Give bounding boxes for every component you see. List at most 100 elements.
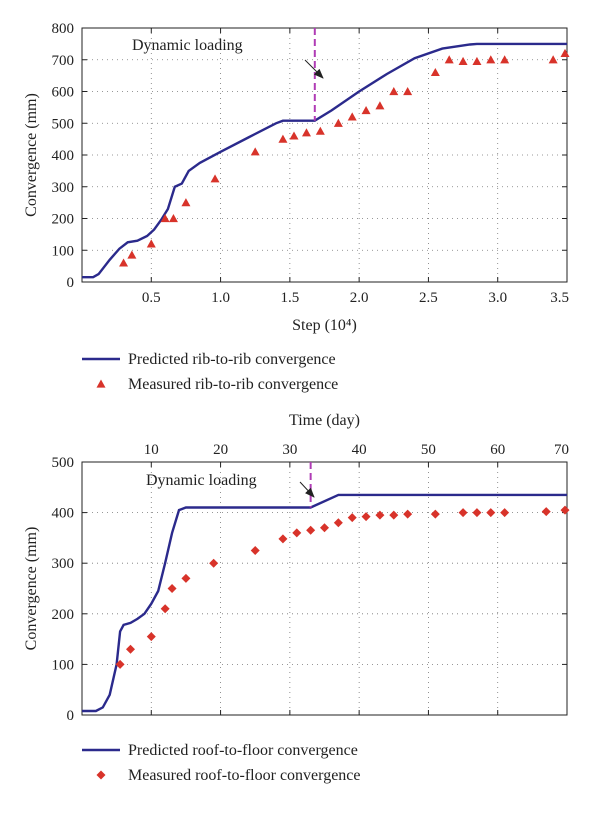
measured-point-diamond [430,509,440,519]
measured-point-diamond [361,512,371,522]
x-tick-label: 0.5 [142,290,161,306]
measured-point-diamond [560,505,570,515]
measured-point-triangle [389,87,399,96]
measured-point-diamond [160,604,170,614]
measured-point-triangle [278,134,288,143]
y-tick-label: 100 [52,243,75,259]
chart1-x-ticks: 0.5 1.0 1.5 2.0 2.5 3.0 3.5 [142,28,569,306]
x-tick-label: 60 [490,442,505,458]
chart2-legend-measured-label: Measured roof-to-floor convergence [128,767,361,784]
measured-point-triangle [500,55,510,64]
chart2-predicted-line [82,493,567,713]
chart2-grid [82,462,567,715]
measured-point-diamond [541,507,551,517]
chart2-plot-frame [81,461,568,716]
chart2-legend-diamond-swatch [96,770,106,780]
x-tick-label: 3.5 [550,290,569,306]
measured-point-triangle [403,87,413,96]
x-tick-label: 70 [554,442,569,458]
y-tick-label: 500 [52,455,75,471]
y-tick-label: 0 [67,708,75,724]
measured-point-diamond [181,573,191,583]
measured-point-triangle [375,101,385,110]
measured-point-diamond [146,632,156,642]
chart1-annotation-arrow [304,59,324,79]
y-tick-label: 800 [52,21,75,37]
chart2-x-axis-title: Time (day) [289,412,360,429]
measured-point-diamond [115,659,125,669]
measured-point-triangle [181,198,191,207]
measured-point-diamond [278,534,288,544]
chart2-annotation-arrow [299,481,315,498]
measured-point-triangle [301,128,311,137]
chart2-measured-markers [115,505,570,669]
chart1-x-axis-title: Step (10⁴) [292,317,357,334]
chart2-legend-predicted-label: Predicted roof-to-floor convergence [128,742,358,759]
measured-point-triangle [315,126,325,135]
chart1-legend: Predicted rib-to-rib convergence Measure… [82,351,338,393]
chart1-legend-measured-label: Measured rib-to-rib convergence [128,376,338,393]
measured-point-triangle [333,118,343,127]
measured-point-diamond [486,508,496,518]
chart1-measured-markers [119,48,570,267]
measured-point-triangle [444,55,454,64]
y-tick-label: 400 [52,506,75,522]
measured-point-diamond [500,508,510,518]
measured-point-triangle [160,214,170,223]
measured-point-triangle [361,106,371,115]
measured-point-diamond [458,508,468,518]
chart1-plot-frame [81,27,568,283]
measured-point-diamond [403,509,413,519]
chart1-legend-predicted-label: Predicted rib-to-rib convergence [128,351,336,368]
measured-point-triangle [289,131,299,140]
chart1-legend-triangle-swatch [96,379,106,388]
x-tick-label: 30 [282,442,297,458]
measured-point-diamond [209,558,219,568]
chart1-annotation-label: Dynamic loading [132,37,243,54]
chart2-legend: Predicted roof-to-floor convergence Meas… [82,742,361,784]
x-tick-label: 2.5 [419,290,438,306]
measured-point-diamond [126,644,135,654]
measured-point-diamond [347,513,357,523]
y-tick-label: 300 [52,556,75,572]
measured-point-triangle [458,56,468,65]
measured-point-diamond [292,528,302,538]
chart1-y-ticks: 0 100 200 300 400 500 600 700 800 [52,21,567,291]
measured-point-triangle [430,67,440,77]
x-tick-label: 3.0 [488,290,507,306]
measured-point-diamond [375,510,385,520]
measured-point-diamond [306,525,316,535]
measured-point-triangle [127,250,137,259]
measured-point-diamond [389,510,399,520]
y-tick-label: 400 [52,148,75,164]
x-tick-label: 20 [213,442,228,458]
measured-point-triangle [472,56,482,65]
measured-point-triangle [119,258,129,267]
chart2-x-ticks: 10 20 30 40 50 60 70 [144,442,569,715]
chart-rib-to-rib: 0.5 1.0 1.5 2.0 2.5 3.0 3.5 0 100 200 300 400 500 60… [23,21,570,393]
y-tick-label: 0 [67,275,75,291]
y-tick-label: 100 [52,657,75,673]
measured-point-diamond [250,546,260,556]
measured-point-triangle [146,239,156,248]
measured-point-triangle [347,112,357,121]
measured-point-diamond [472,508,482,518]
x-tick-label: 1.0 [211,290,230,306]
measured-point-triangle [96,379,106,388]
measured-point-triangle [560,48,570,57]
chart1-y-axis-title: Convergence (mm) [23,93,40,217]
x-tick-label: 2.0 [350,290,369,306]
x-tick-label: 10 [144,442,159,458]
chart1-predicted-line [82,42,567,279]
measured-point-triangle [486,55,496,64]
chart2-y-axis-title: Convergence (mm) [23,527,40,651]
x-tick-label: 50 [421,442,436,458]
chart1-grid [82,28,567,282]
x-tick-label: 1.5 [280,290,299,306]
measured-point-diamond [167,584,177,593]
measured-point-diamond [333,518,343,528]
measured-point-triangle [168,214,178,223]
measured-point-diamond [96,770,106,780]
chart-roof-to-floor: 10 20 30 40 50 60 70 0 100 200 300 400 500 Dynamic … [23,412,570,784]
